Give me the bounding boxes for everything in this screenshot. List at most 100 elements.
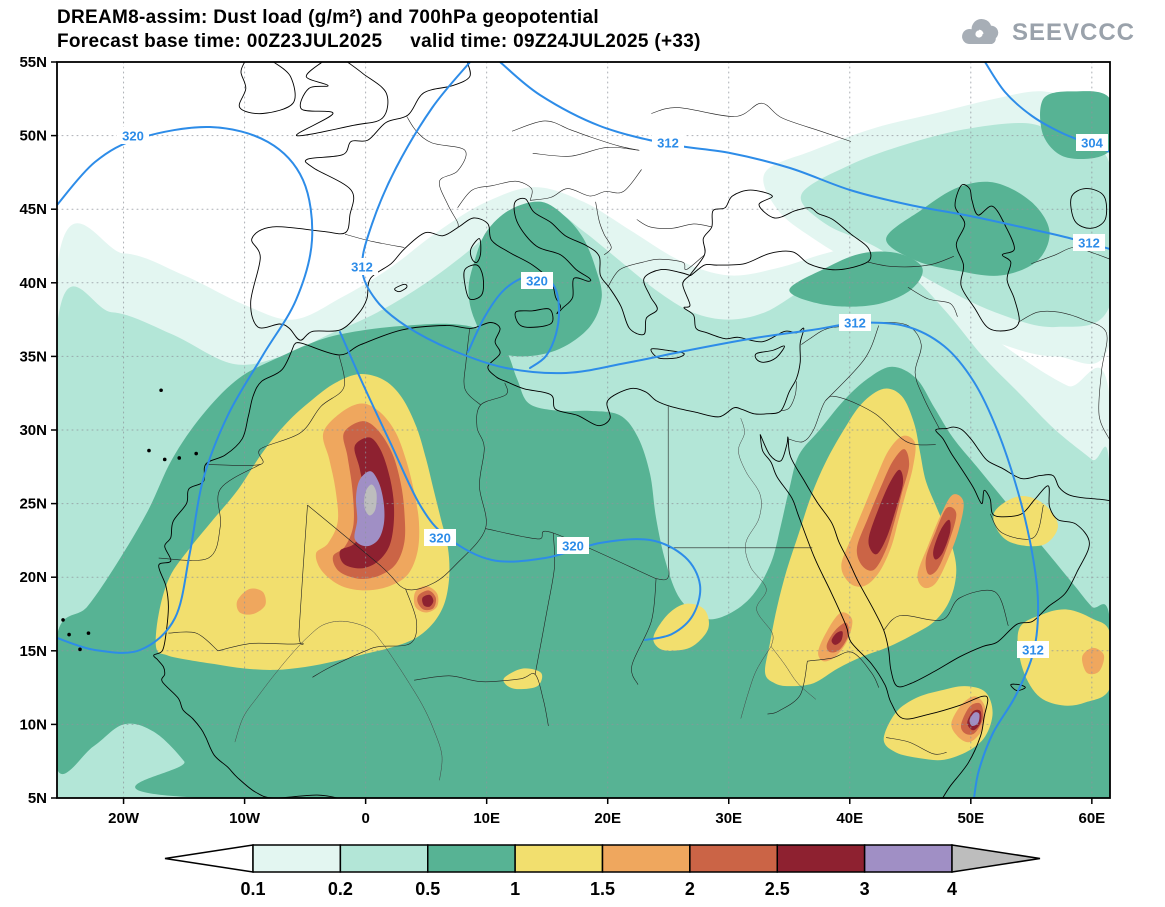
island-dot [78,647,82,652]
chart-title-line1: DREAM8-assim: Dust load (g/m²) and 700hP… [57,7,599,28]
y-tick-label: 15N [19,643,47,660]
colorbar-label: 0.1 [240,879,265,899]
country-border [989,505,1044,540]
x-tick-label: 30E [715,810,742,827]
geopotential-contour-320 [57,125,314,654]
x-tick-label: 10E [473,810,500,827]
contour-label: 312 [1078,236,1100,251]
contour-label-bg [652,134,684,151]
y-tick-label: 50N [19,128,47,145]
coastline [250,62,691,341]
coastline [1010,683,1026,692]
colorbar-segment-0.2 [339,844,429,873]
country-border [656,406,670,581]
y-tick-label: 30N [19,422,47,439]
colorbar-segment-1 [514,844,604,873]
country-border [907,286,958,317]
seevccc-logo: SEEVCCC [957,16,1135,50]
coastline [954,184,1020,332]
contour-value-labels: 320 312 320 312 304 312 312 320 320 312 [117,127,1108,658]
grid-lines [57,62,1110,798]
coastline [759,434,989,798]
colorbar-label: 0.5 [415,879,440,899]
country-border [867,256,954,268]
island-dot [162,457,167,462]
contour-label-bg [521,272,553,289]
dust-region-2.5-3 [933,519,951,560]
coastline [463,264,485,300]
island-dot [61,618,65,622]
coastline [394,283,408,293]
colorbar-segment-0.1 [252,844,342,873]
river [740,646,772,719]
country-border [345,233,405,248]
contour-label: 312 [657,136,679,151]
country-border [807,651,880,688]
country-border [406,116,467,229]
colorbar-label: 0.2 [328,879,353,899]
island-dot [159,388,163,393]
colorbar-left-arrow [164,844,254,873]
river [234,620,443,781]
coastline [1070,188,1108,229]
contour-label-bg [1017,641,1049,658]
dust-region-0.5-1 [789,251,923,307]
cloud-icon [962,18,999,45]
country-border [607,254,705,288]
geopotential-contour-312 [499,62,1110,250]
y-tick-label: 20N [19,569,47,586]
contour-label-bg [557,537,589,554]
coastline [469,238,482,263]
colorbar-label: 3 [860,879,870,899]
country-border [883,589,1009,631]
country-border [787,395,936,446]
dust-region-2.5-3 [868,469,904,555]
dust-field [57,91,1110,798]
contour-label: 312 [351,260,373,275]
colorbar-segment-2.5 [776,844,866,873]
coastline [754,345,785,363]
country-border [457,180,533,208]
x-tick-label: 20W [108,810,140,827]
contour-label-bg [1073,234,1105,251]
colorbar: 0.1 0.2 0.5 1 1.5 2 2.5 3 4 [164,844,1041,899]
country-border [414,673,549,726]
geopotential-contour-312 [360,62,1040,798]
river [770,646,817,700]
dust-region-2.5-3 [422,594,434,607]
contour-label-bg [1076,134,1108,151]
chart-title-line2: Forecast base time: 00Z23JUL2025 valid t… [57,31,701,52]
contour-label: 304 [1081,136,1103,151]
dust-region-3-4 [969,712,980,726]
y-tick-label: 45N [19,201,47,218]
country-border [485,528,657,579]
coastline [293,275,805,427]
contour-label: 320 [429,531,451,546]
colorbar-segment-1.5 [601,844,691,873]
colorbar-label: 2.5 [765,879,790,899]
country-border [631,578,657,685]
country-border [312,588,418,678]
country-border [825,325,880,401]
colorbar-right-arrow [951,844,1041,873]
x-tick-label: 10W [229,810,261,827]
y-tick-label: 35N [19,348,47,365]
contour-label: 312 [1022,643,1044,658]
contour-label-bg [346,258,378,275]
country-border [780,381,797,412]
dust-region-2.5-3 [831,631,843,645]
island-dot [194,451,198,456]
x-tick-label: 50E [957,810,984,827]
country-border [801,322,940,429]
x-tick-label: 60E [1078,810,1105,827]
y-tick-label: 5N [28,790,47,807]
y-tick-label: 10N [19,716,47,733]
country-border [1017,310,1110,441]
x-tick-label: 0 [361,810,369,827]
contour-label: 320 [526,274,548,289]
coastline [296,62,389,137]
country-border [636,219,712,229]
colorbar-segment-3 [863,844,953,873]
